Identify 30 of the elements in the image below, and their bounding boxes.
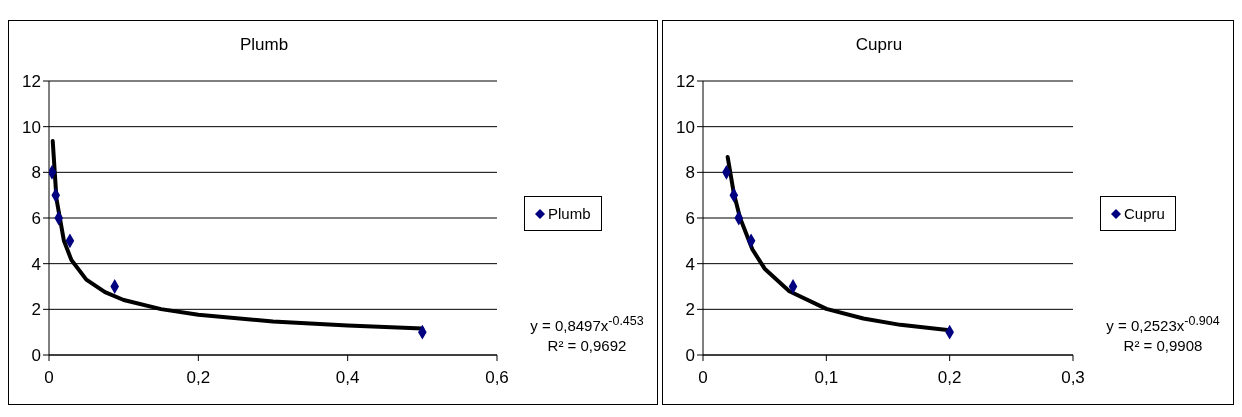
x-tick-label: 0 xyxy=(698,368,708,388)
y-tick-label: 12 xyxy=(676,72,695,92)
y-tick-label: 10 xyxy=(676,117,695,137)
y-tick-label: 0 xyxy=(685,346,695,366)
y-tick-label: 4 xyxy=(685,254,695,274)
chart-title: Plumb xyxy=(238,35,290,55)
y-tick-label: 0 xyxy=(31,346,41,366)
x-tick-label: 0,2 xyxy=(186,368,211,388)
text: R² = 0,9908 xyxy=(1122,336,1204,356)
y-tick-label: 12 xyxy=(22,72,41,92)
x-tick-label: 0,1 xyxy=(814,368,839,388)
x-tick-label: 0,6 xyxy=(485,368,509,388)
x-tick-label: 0,4 xyxy=(335,368,360,388)
x-tick-label: 0,2 xyxy=(937,368,962,388)
legend-label: Plumb xyxy=(548,205,591,222)
y-tick-label: 6 xyxy=(31,209,41,229)
y-tick-label: 2 xyxy=(685,300,695,320)
y-tick-label: 10 xyxy=(22,117,41,137)
text: R² = 0,9692 xyxy=(546,336,628,356)
legend-label: Cupru xyxy=(1124,205,1165,222)
y-tick-label: 8 xyxy=(685,163,695,183)
y-tick-label: 8 xyxy=(31,163,41,183)
text: y = 0,8497x$^{-0.453}$ xyxy=(529,313,645,336)
x-tick-label: 0,3 xyxy=(1061,368,1085,388)
y-tick-label: 6 xyxy=(685,209,695,229)
y-tick-label: 4 xyxy=(31,254,41,274)
y-tick-label: 2 xyxy=(31,300,41,320)
chart-title: Cupru xyxy=(854,35,904,55)
text: y = 0,2523x$^{-0.904}$ xyxy=(1105,313,1221,336)
x-tick-label: 0 xyxy=(44,368,54,388)
